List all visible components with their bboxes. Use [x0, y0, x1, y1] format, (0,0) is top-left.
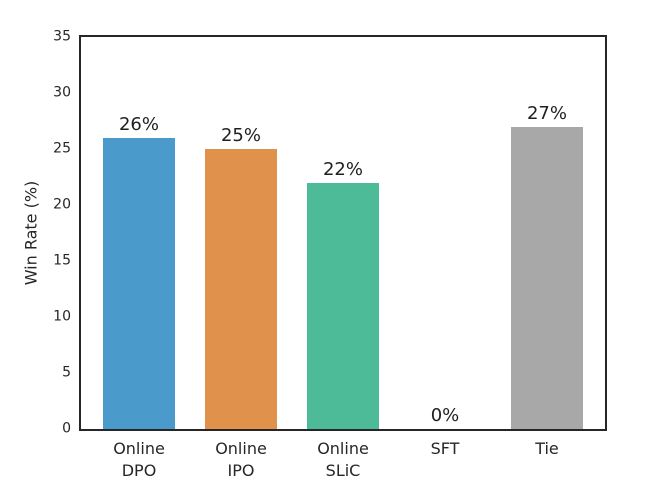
bar-group: 25% Online IPO — [205, 37, 277, 480]
bar — [103, 137, 175, 429]
y-tick-label: 35 — [53, 28, 71, 45]
bar-value-label: 0% — [430, 405, 460, 427]
bar-value-label: 25% — [220, 125, 261, 147]
bar-value-label: 27% — [526, 102, 567, 124]
bar — [205, 149, 277, 429]
y-tick-label: 10 — [53, 308, 71, 325]
x-tick-label: Online SLiC — [317, 439, 369, 481]
bar-group: 27% Tie — [511, 37, 583, 458]
y-tick-label: 20 — [53, 196, 71, 213]
y-tick-label: 25 — [53, 140, 71, 157]
x-tick-label: Online IPO — [215, 439, 267, 481]
y-tick-label: 0 — [62, 420, 71, 437]
plot-area: 0 5 10 15 20 25 30 35 26% Online DPO 25% Online IP… — [53, 28, 607, 480]
y-tick-label: 5 — [62, 364, 71, 381]
y-tick-label: 15 — [53, 252, 71, 269]
bar-group: 26% Online DPO — [103, 37, 175, 480]
x-tick-label: Online DPO — [113, 439, 165, 481]
bar-value-label: 22% — [322, 158, 363, 180]
x-tick-label: SFT — [430, 439, 460, 458]
bar — [307, 182, 379, 429]
y-axis-tick-labels: 0 5 10 15 20 25 30 35 — [19, 28, 71, 436]
y-tick-label: 30 — [53, 84, 71, 101]
x-tick-label: Tie — [535, 439, 559, 458]
bar-group: 0% SFT — [409, 37, 481, 458]
bar — [511, 126, 583, 429]
bar-value-label: 26% — [118, 114, 159, 136]
bars-container: 26% Online DPO 25% Online IPO 22% Online SLiC… — [81, 37, 605, 480]
bar-group: 22% Online SLiC — [307, 37, 379, 480]
